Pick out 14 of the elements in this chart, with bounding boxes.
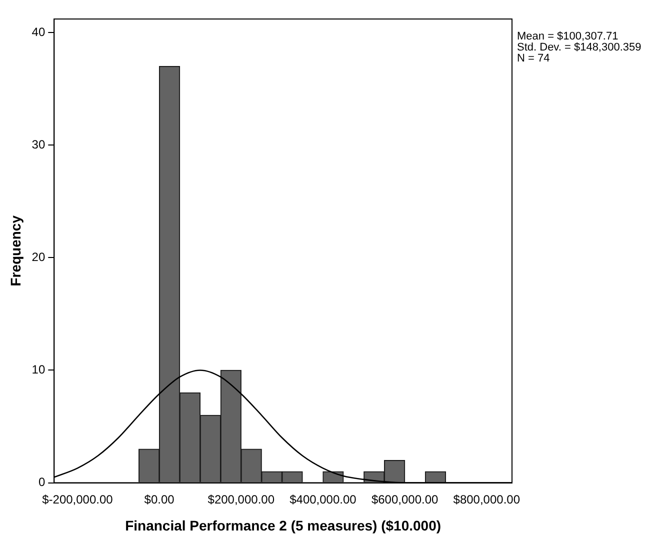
x-axis-title: Financial Performance 2 (5 measures) ($10.000) xyxy=(125,517,442,534)
y-tick-label: 0 xyxy=(38,475,46,490)
text: Mean = $100,307.71 Std. Dev. = $148,300.359 N = 74 xyxy=(517,30,642,65)
x-tick-label: $800,000.00 xyxy=(453,492,520,506)
y-tick-label: 30 xyxy=(32,137,46,152)
x-tick-label: $-200,000.00 xyxy=(42,492,114,506)
y-axis-title: Frequency xyxy=(7,215,24,286)
x-tick-label: $0.00 xyxy=(144,492,175,506)
y-tick-label: 10 xyxy=(32,362,46,377)
x-tick-label: $600,000.00 xyxy=(371,492,438,506)
x-tick-label: $400,000.00 xyxy=(290,492,357,506)
y-tick-label: 40 xyxy=(32,24,46,39)
x-tick-label: $200,000.00 xyxy=(208,492,275,506)
y-tick-label: 20 xyxy=(32,250,46,264)
